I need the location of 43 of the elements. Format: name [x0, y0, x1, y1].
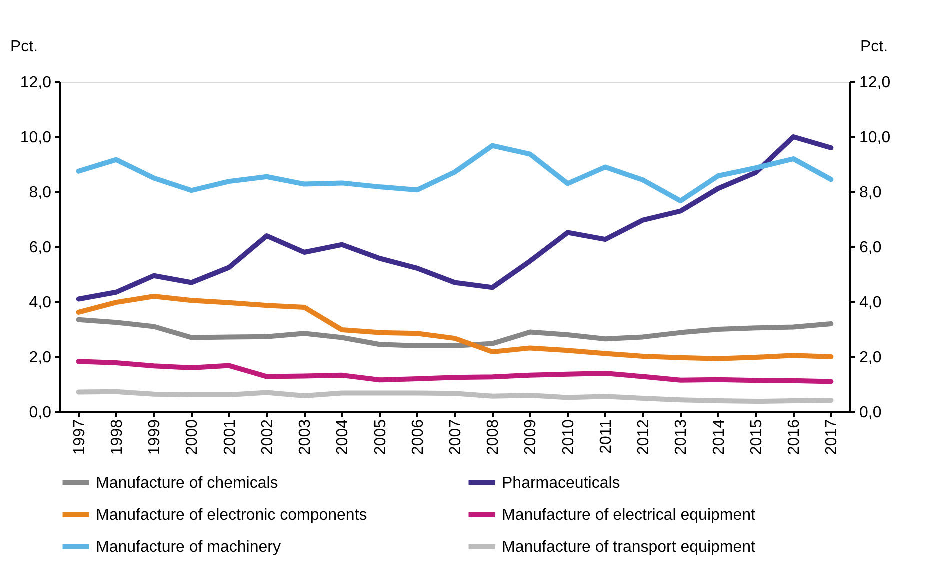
- y-tick-label: 8,0: [29, 184, 52, 202]
- x-tick-label: 2010: [560, 419, 578, 456]
- y2-tick-label: 0,0: [860, 404, 882, 422]
- legend-label: Manufacture of machinery: [96, 539, 281, 556]
- x-tick-label: 1997: [71, 419, 88, 456]
- x-tick-label: 2000: [184, 419, 202, 456]
- y-tick-label: 4,0: [29, 294, 52, 312]
- y2-tick-label: 12,0: [860, 74, 891, 92]
- x-tick-label: 2005: [372, 419, 390, 456]
- x-tick-label: 2002: [259, 419, 276, 456]
- y-tick-label: 2,0: [29, 350, 52, 366]
- x-tick-label: 2011: [598, 419, 615, 454]
- x-tick-label: 2016: [786, 419, 804, 456]
- y2-tick-label: 8,0: [860, 184, 882, 202]
- x-tick-label: 2013: [673, 419, 690, 456]
- legend-label: Manufacture of chemicals: [96, 475, 278, 492]
- x-tick-label: 2009: [522, 419, 540, 456]
- x-tick-label: 2008: [485, 419, 502, 456]
- legend-label: Pharmaceuticals: [502, 475, 620, 492]
- x-tick-label: 2014: [710, 419, 728, 456]
- x-tick-label: 2015: [748, 419, 766, 456]
- y-tick-label: 12,0: [20, 74, 52, 92]
- y-tick-label: 10,0: [20, 130, 52, 146]
- x-tick-label: 2017: [824, 419, 841, 456]
- legend-label: Manufacture of transport equipment: [502, 539, 756, 556]
- y2-tick-label: 2,0: [860, 350, 882, 366]
- y-tick-label: 6,0: [29, 240, 52, 256]
- y-axis-title: Pct.: [10, 38, 38, 56]
- x-tick-label: 1999: [146, 419, 164, 456]
- legend-label: Manufacture of electrical equipment: [502, 507, 756, 524]
- y2-tick-label: 4,0: [860, 294, 882, 312]
- x-tick-label: 2003: [297, 419, 314, 456]
- y-tick-label: 0,0: [29, 404, 52, 422]
- x-tick-label: 1998: [108, 419, 126, 456]
- y2-tick-label: 10,0: [860, 130, 891, 146]
- x-tick-label: 2006: [410, 419, 427, 456]
- x-tick-label: 2004: [334, 419, 352, 456]
- x-tick-label: 2001: [222, 419, 239, 456]
- x-tick-label: 2007: [448, 419, 464, 456]
- legend-label: Manufacture of electronic components: [96, 507, 368, 524]
- x-tick-label: 2012: [636, 419, 653, 456]
- y2-axis-title: Pct.: [860, 38, 888, 56]
- y2-tick-label: 6,0: [860, 240, 882, 256]
